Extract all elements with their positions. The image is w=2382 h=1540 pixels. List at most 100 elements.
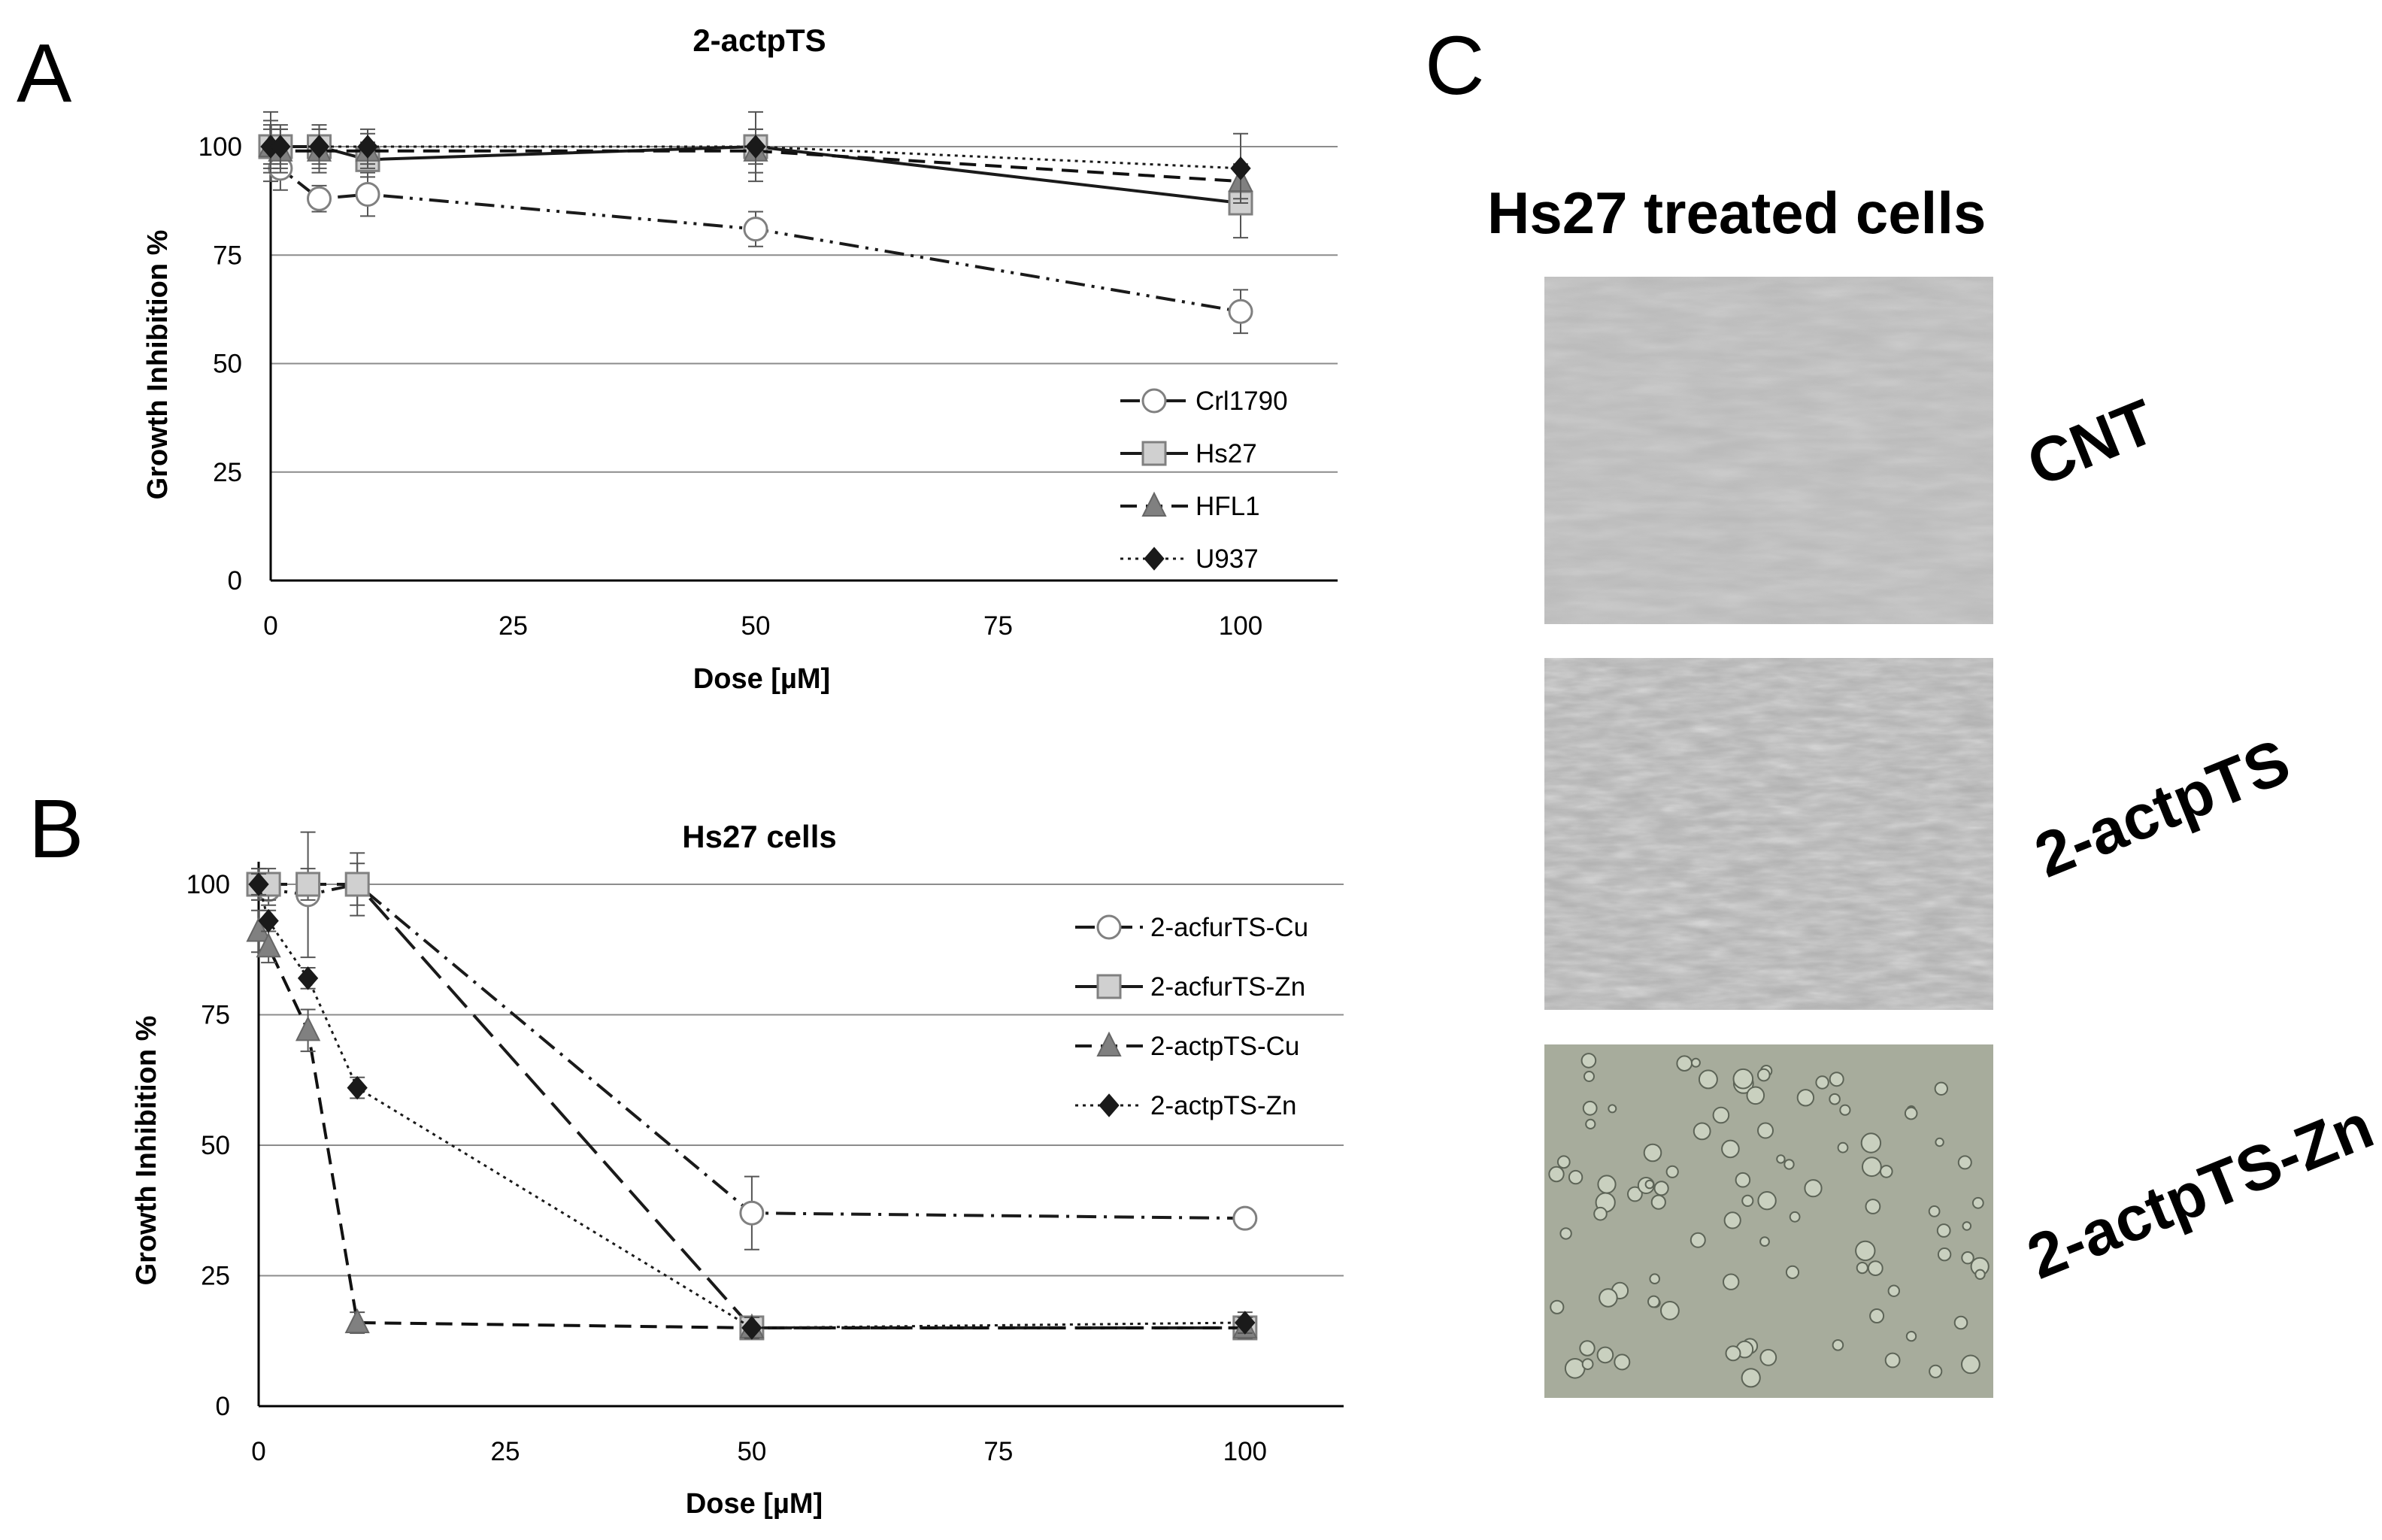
floating-cell	[1712, 1106, 1730, 1124]
floating-cell	[1649, 1273, 1660, 1284]
micrograph-2-actpts-zn	[1544, 1044, 1993, 1398]
chart-b-point-2-actpts-zn-2	[297, 966, 319, 990]
floating-cell	[1593, 1206, 1608, 1221]
floating-cell	[1887, 1284, 1901, 1297]
chart-a-legend-item-u937: U937	[1120, 544, 1259, 574]
photo-label-2-actpts-zn: 2-actpTS-Zn	[2018, 1090, 2382, 1293]
floating-cell	[1934, 1081, 1949, 1096]
floating-cell	[1556, 1155, 1571, 1169]
floating-cell	[1759, 1236, 1770, 1247]
floating-cell	[1936, 1223, 1951, 1238]
floating-cell	[1579, 1340, 1596, 1357]
floating-cell	[1776, 1154, 1786, 1164]
chart-b-legend-item-2-acfurts-zn: 2-acfurTS-Zn	[1075, 972, 1305, 1002]
floating-cell	[1732, 1068, 1754, 1090]
floating-cell	[1585, 1118, 1596, 1130]
chart-b-legend: 2-acfurTS-Cu 2-acfurTS-Zn 2-actpTS-Cu 2-act…	[1075, 913, 1308, 1120]
chart-b-point-2-acfurts-cu-5	[1232, 1205, 1258, 1231]
chart-a-legend-marker-u937	[1144, 547, 1165, 571]
floating-cell	[1957, 1155, 1972, 1170]
chart-a-series	[258, 111, 1253, 335]
chart-a-y-tick-0: 0	[228, 566, 242, 596]
floating-cell	[1804, 1179, 1823, 1198]
floating-cell	[1832, 1339, 1844, 1351]
chart-a-series-u937	[260, 128, 1251, 205]
chart-a-legend-item-crl1790: Crl1790	[1120, 387, 1288, 416]
panel-c: Hs27 treated cells CNT 2-actpTS 2-actpTS…	[1487, 180, 2382, 1398]
floating-cell	[1596, 1346, 1614, 1364]
photo-label-cnt: CNT	[2018, 386, 2165, 500]
chart-a-grid	[271, 146, 1338, 473]
floating-cell	[1937, 1247, 1952, 1262]
chart-a-x-tick-0: 0	[263, 611, 277, 641]
micrograph-2-actpts	[1544, 658, 1993, 1010]
chart-a-point-crl1790-2	[307, 186, 332, 211]
floating-cell	[1953, 1315, 1968, 1330]
floating-cell	[1725, 1345, 1741, 1362]
chart-a-ticks: 0 25 50 75 100 0 25 50 75 100	[198, 132, 1263, 641]
floating-cell	[1759, 1348, 1777, 1366]
floating-cell	[1583, 1071, 1595, 1082]
chart-a-legend-item-hs27: Hs27	[1120, 439, 1257, 468]
floating-cell	[1746, 1086, 1765, 1105]
chart-b-line-2-acfurts-zn	[259, 883, 1245, 1329]
floating-cell	[1647, 1295, 1660, 1308]
floating-cell	[1581, 1358, 1594, 1370]
chart-b-y-tick-100: 100	[186, 870, 230, 899]
floating-cell	[1815, 1075, 1829, 1090]
chart-b-point-2-actpts-cu-2	[295, 1016, 321, 1041]
chart-b-series	[246, 831, 1258, 1341]
floating-cell	[1550, 1299, 1565, 1314]
floating-cell	[1741, 1368, 1761, 1388]
floating-cell	[1869, 1308, 1885, 1323]
floating-cell	[1608, 1104, 1617, 1114]
micrograph-control-texture	[1544, 277, 1993, 624]
chart-b-legend-label-2-acfurts-cu: 2-acfurTS-Cu	[1150, 913, 1308, 942]
chart-b-legend-marker-2-acfurts-zn	[1096, 974, 1122, 999]
chart-a-point-u937-5	[1230, 156, 1251, 180]
chart-b-legend-marker-2-actpts-zn	[1099, 1093, 1120, 1117]
chart-b-y-tick-25: 25	[201, 1262, 230, 1291]
chart-b-x-tick-75: 75	[983, 1437, 1013, 1466]
chart-b: Hs27 cells 0 25 50 75 100 0 25 50 75 100 Dose [µM…	[131, 819, 1344, 1520]
chart-a-legend-label-u937: U937	[1196, 544, 1259, 574]
floating-cell	[1757, 1068, 1771, 1082]
chart-a-title: 2-actpTS	[692, 23, 826, 58]
chart-b-point-2-actpts-cu-0	[246, 917, 271, 942]
chart-b-y-axis-label: Growth Inhibition %	[131, 1016, 162, 1286]
floating-cell	[1597, 1175, 1617, 1194]
panel-b-letter: B	[29, 783, 83, 875]
chart-a-legend-item-hfl1: HFL1	[1120, 491, 1260, 521]
chart-b-point-2-actpts-zn-3	[347, 1075, 368, 1100]
chart-b-point-2-actpts-zn-4	[741, 1316, 762, 1340]
chart-a-y-tick-25: 25	[213, 458, 242, 487]
panel-a-letter: A	[17, 27, 72, 120]
floating-cell	[1789, 1211, 1801, 1223]
chart-a-point-u937-2	[308, 135, 330, 159]
floating-cell	[1644, 1179, 1655, 1190]
floating-cell	[1676, 1055, 1693, 1072]
chart-b-legend-label-2-actpts-cu: 2-actpTS-Cu	[1150, 1032, 1299, 1061]
panel-c-letter: C	[1425, 20, 1484, 112]
floating-cell	[1837, 1141, 1849, 1153]
floating-cell	[1860, 1132, 1882, 1153]
chart-b-point-2-actpts-zn-5	[1235, 1311, 1256, 1335]
floating-cell	[1829, 1072, 1844, 1087]
floating-cell	[1721, 1139, 1740, 1159]
chart-a-legend-label-crl1790: Crl1790	[1196, 387, 1288, 416]
chart-b-series-2-actpts-zn	[248, 872, 1256, 1340]
micrograph-2-actpts-texture	[1544, 658, 1993, 1010]
chart-a-y-tick-100: 100	[198, 132, 242, 162]
floating-cell	[1757, 1122, 1774, 1139]
floating-cell	[1757, 1191, 1777, 1211]
floating-cell	[1928, 1205, 1941, 1217]
chart-a-y-tick-50: 50	[213, 350, 242, 379]
chart-b-point-2-actpts-cu-1	[256, 932, 281, 958]
floating-cell	[1855, 1240, 1876, 1262]
floating-cell	[1614, 1354, 1631, 1371]
chart-b-legend-item-2-acfurts-cu: 2-acfurTS-Cu	[1075, 913, 1308, 942]
photos-heading: Hs27 treated cells	[1487, 180, 1986, 246]
chart-a-legend-marker-hfl1	[1141, 491, 1167, 517]
floating-cell	[1564, 1358, 1586, 1379]
